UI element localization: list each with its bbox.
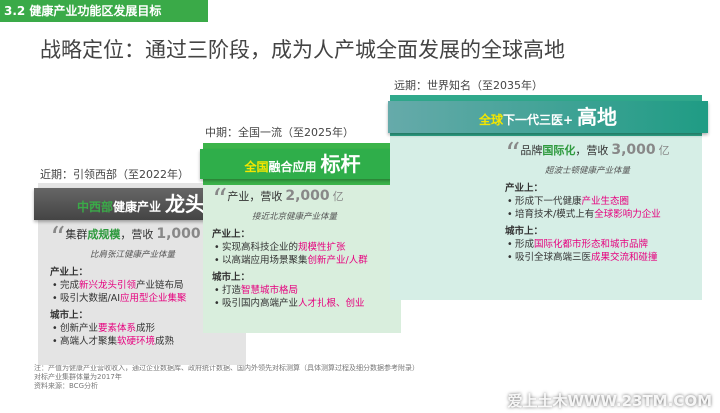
bullet-part: 创新产业 <box>60 323 99 334</box>
stage-body: “品牌国际化，营收3,000亿超波士顿健康产业体量产业上：形成下一代健康产业生态… <box>505 140 695 265</box>
bullet-part: 创新产业/人群 <box>307 255 368 266</box>
headline-part: 健康产业 <box>113 200 162 214</box>
bullet-part: 高端人才聚集 <box>60 336 118 347</box>
headline-part: 高地 <box>577 105 618 129</box>
bullet: 完成新兴龙头引领产业链布局 <box>50 279 210 292</box>
bullet-part: 成果交流和碰撞 <box>591 252 658 263</box>
bullet-part: 吸引大数据/AI <box>60 293 121 304</box>
stage-label: 远期：世界知名（至2035年） <box>394 79 543 92</box>
bullet: 实现高科技企业的规模性扩张 <box>212 241 397 254</box>
revenue-part: ，营收 <box>575 144 609 157</box>
bullet-part: 国际化都市形态和城市品牌 <box>534 239 649 250</box>
bullet-part: 完成 <box>60 280 80 291</box>
stage-headline: 全球下一代三医+ 高地 <box>388 101 708 133</box>
revenue-part: 产业 <box>227 190 250 203</box>
bullet: 形成下一代健康产业生态圈 <box>505 195 695 208</box>
bullet: 打造智慧城市格局 <box>212 284 397 297</box>
bullet-part: 全球影响力企业 <box>594 209 661 220</box>
bullet-part: 规模性扩张 <box>298 242 346 253</box>
bullet: 吸引大数据/AI应用型企业集聚 <box>50 292 210 305</box>
stage-label: 近期：引领西部（至2022年） <box>40 168 189 181</box>
stage-label: 中期：全国一流（至2025年） <box>205 126 354 139</box>
headline-part: 龙头 <box>165 192 206 216</box>
bullet-part: 成熟 <box>155 336 175 347</box>
revenue-part: 国际化 <box>542 144 576 157</box>
bullet: 以高端应用场景聚集创新产业/人群 <box>212 254 397 267</box>
slide-title: 战略定位：通过三阶段，成为人产城全面发展的全球高地 <box>40 38 565 62</box>
revenue: “产业，营收 2,000 亿 <box>212 186 397 216</box>
revenue-part: 2,000 <box>285 188 330 204</box>
section-heading: 产业上： <box>505 183 544 194</box>
bullet: 高端人才聚集软硬环境成熟 <box>50 335 210 348</box>
benchmark: 接近北京健康产业体量 <box>252 212 338 222</box>
headline-part: 标杆 <box>320 152 361 176</box>
headline-part: 中西部 <box>76 200 113 214</box>
watermark: 爱上土木WWW.23TM.COM <box>507 392 712 410</box>
headline-part: 全国 <box>244 160 269 174</box>
headline-part: 融合应用 <box>268 160 317 174</box>
bullet: 形成国际化都市形态和城市品牌 <box>505 238 695 251</box>
bullet: 吸引全球高端三医成果交流和碰撞 <box>505 251 695 264</box>
note-line: 注：产值为健康产业营收收入，通过企业数据库、政府统计数据、国内外领先对标测算（具… <box>34 364 419 372</box>
revenue-part: 1,000 <box>156 226 201 242</box>
revenue: “品牌国际化，营收 3,000 亿 <box>505 140 695 170</box>
section-heading: 产业上： <box>50 267 89 278</box>
stage-headline: 全国融合应用 标杆 <box>200 149 405 179</box>
revenue-part: 亿 <box>658 144 670 157</box>
revenue-part: ，营收 <box>120 228 154 241</box>
stage-body: “集群成规模，营收1,000亿比肩张江健康产业体量产业上：完成新兴龙头引领产业链… <box>50 224 215 349</box>
bullet: 创新产业要素体系成形 <box>50 322 210 335</box>
bullet-part: 要素体系 <box>98 323 137 334</box>
revenue-part: 亿 <box>332 190 344 203</box>
bullet-part: 应用型企业集聚 <box>120 293 187 304</box>
bullet-part: 软硬环境 <box>117 336 156 347</box>
benchmark: 超波士顿健康产业体量 <box>545 166 631 176</box>
bullet-part: 智慧城市格局 <box>241 285 299 296</box>
headline-part: 下一代三医+ <box>502 113 574 127</box>
bullet-part: 人才扎根、创业 <box>298 298 365 309</box>
bullet-part: 形成 <box>515 239 535 250</box>
footnotes: 注：产值为健康产业营收收入，通过企业数据库、政府统计数据、国内外领先对标测算（具… <box>34 364 419 391</box>
headline-part: 全球 <box>478 113 503 127</box>
revenue-part: 集群 <box>65 228 88 241</box>
revenue-part: 3,000 <box>611 142 656 158</box>
stage-headline: 中西部健康产业 龙头 <box>34 188 248 220</box>
section-heading: 产业上： <box>212 229 251 240</box>
bullet-part: 产业链布局 <box>136 280 184 291</box>
section-tag: 3.2 健康产业功能区发展目标 <box>0 0 208 22</box>
quote-mark: “ <box>212 183 228 218</box>
revenue-part: 品牌 <box>520 144 543 157</box>
note-line: 对标产业集群体量为2017年 <box>34 373 122 381</box>
benchmark: 比肩张江健康产业体量 <box>90 250 176 260</box>
section-heading: 城市上： <box>50 310 89 321</box>
bullet: 培育技术/模式上有全球影响力企业 <box>505 208 695 221</box>
bullet-part: 实现高科技企业的 <box>222 242 299 253</box>
section-heading: 城市上： <box>505 226 544 237</box>
bullet-part: 吸引全球高端三医 <box>515 252 592 263</box>
bullet-part: 产业生态圈 <box>581 196 630 207</box>
bullet-part: 形成下一代健康 <box>515 196 582 207</box>
bullet-part: 培育技术/模式上有 <box>515 209 595 220</box>
bullet-part: 新兴龙头引领 <box>79 280 137 291</box>
note-line: 资料来源：BCG分析 <box>34 382 98 390</box>
revenue-part: 成规模 <box>87 228 121 241</box>
quote-mark: “ <box>505 137 521 172</box>
quote-mark: “ <box>50 221 66 256</box>
bullet: 吸引国内高端产业人才扎根、创业 <box>212 297 397 310</box>
bullet-part: 以高端应用场景聚集 <box>222 255 308 266</box>
stage-body: “产业，营收2,000亿接近北京健康产业体量产业上：实现高科技企业的规模性扩张以… <box>212 186 397 311</box>
bullet-part: 吸引国内高端产业 <box>222 298 299 309</box>
revenue-part: ，营收 <box>249 190 283 203</box>
bullet-part: 成形 <box>136 323 156 334</box>
bullet-part: 打造 <box>222 285 242 296</box>
section-heading: 城市上： <box>212 272 251 283</box>
